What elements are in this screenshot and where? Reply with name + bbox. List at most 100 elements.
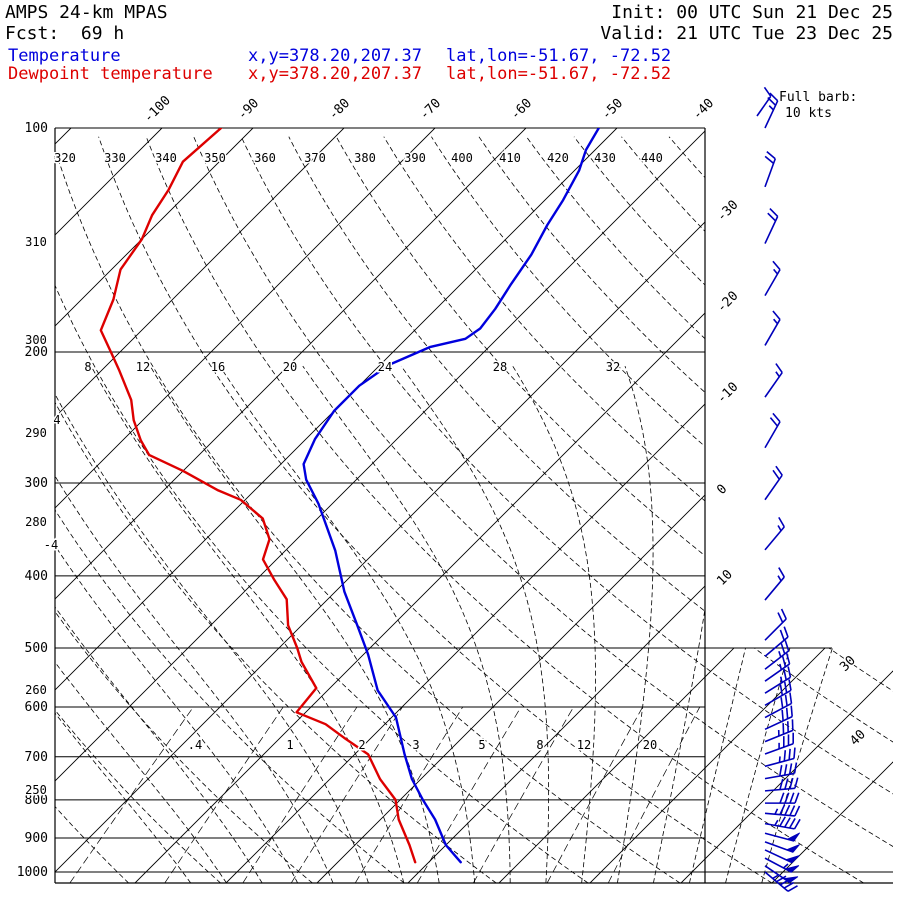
temperature-trace (302, 128, 600, 864)
wind-barb (765, 792, 800, 804)
svg-text:380: 380 (354, 151, 376, 165)
svg-text:1000: 1000 (17, 865, 48, 880)
svg-text:350: 350 (204, 151, 226, 165)
svg-text:-100: -100 (141, 93, 174, 126)
wind-barb (764, 804, 801, 817)
wind-barb (764, 567, 785, 601)
svg-text:430: 430 (594, 151, 616, 165)
svg-text:200: 200 (25, 345, 48, 360)
wind-barb (764, 832, 801, 842)
svg-text:-20: -20 (714, 289, 741, 316)
wind-barb (764, 666, 792, 694)
forecast-hour: Fcst: 69 h (5, 23, 125, 44)
svg-text:1: 1 (286, 738, 293, 752)
svg-text:320: 320 (54, 151, 76, 165)
wind-barb (764, 640, 790, 670)
svg-text:500: 500 (25, 641, 48, 656)
svg-text:-50: -50 (599, 96, 626, 123)
wind-barb (764, 92, 779, 129)
wind-barb (764, 151, 777, 188)
wind-barb (764, 762, 798, 780)
wind-barb-column (756, 86, 801, 892)
svg-text:290: 290 (25, 426, 47, 440)
svg-text:-70: -70 (417, 96, 444, 123)
wind-barb (756, 86, 772, 117)
svg-text:-90: -90 (235, 96, 262, 123)
svg-text:10: 10 (714, 567, 736, 589)
temperature-xy: x,y=378.20,207.37 (248, 46, 422, 66)
wind-barb (764, 777, 799, 792)
svg-text:-40: -40 (690, 96, 717, 123)
wind-barb (764, 816, 801, 830)
svg-text:5: 5 (478, 738, 485, 752)
barb-legend-title: Full barb: (779, 90, 858, 105)
svg-text:-10: -10 (714, 380, 741, 407)
wind-barb (764, 412, 781, 449)
svg-text:0: 0 (714, 482, 730, 498)
background-grid (55, 128, 893, 883)
svg-text:3: 3 (412, 738, 419, 752)
svg-text:340: 340 (155, 151, 177, 165)
svg-text:330: 330 (104, 151, 126, 165)
svg-text:250: 250 (25, 783, 47, 797)
pressure-lines (54, 127, 893, 884)
dewpoint-xy: x,y=378.20,207.37 (248, 64, 422, 84)
wind-barb (764, 871, 798, 892)
svg-text:20: 20 (643, 738, 657, 752)
svg-text:8: 8 (84, 360, 91, 374)
svg-text:.4: .4 (188, 738, 202, 752)
init-time: Init: 00 UTC Sun 21 Dec 25 (611, 2, 893, 23)
svg-text:2: 2 (358, 738, 365, 752)
svg-text:-30: -30 (714, 198, 741, 225)
svg-text:300: 300 (25, 333, 47, 347)
dewpoint-latlon: lat,lon=-51.67, -72.52 (446, 64, 672, 84)
wind-barb (764, 608, 787, 641)
svg-text:400: 400 (451, 151, 473, 165)
svg-text:8: 8 (536, 738, 543, 752)
svg-text:100: 100 (25, 121, 48, 136)
svg-text:280: 280 (25, 515, 47, 529)
wind-barb (764, 465, 783, 501)
wind-barb (764, 679, 792, 707)
wind-barb (764, 310, 781, 346)
model-name: AMPS 24-km MPAS (5, 2, 168, 23)
svg-text:-4: -4 (44, 538, 58, 552)
svg-text:40: 40 (847, 727, 869, 749)
valid-time: Valid: 21 UTC Tue 23 Dec 25 (600, 23, 893, 44)
svg-text:-80: -80 (326, 96, 353, 123)
svg-text:12: 12 (577, 738, 591, 752)
wind-barb (764, 857, 800, 873)
sounding-traces (99, 128, 600, 864)
svg-text:16: 16 (211, 360, 225, 374)
svg-text:360: 360 (254, 151, 276, 165)
svg-text:32: 32 (606, 360, 620, 374)
wind-barb (764, 849, 800, 864)
svg-text:24: 24 (378, 360, 392, 374)
svg-text:440: 440 (641, 151, 663, 165)
wind-barb (764, 653, 791, 682)
wind-barb (764, 705, 793, 731)
svg-text:370: 370 (304, 151, 326, 165)
wind-barb (764, 363, 783, 398)
wind-barb (764, 260, 781, 297)
wind-barb (764, 208, 779, 244)
wind-barb (764, 841, 800, 853)
svg-text:260: 260 (25, 683, 47, 697)
svg-text:-60: -60 (508, 96, 535, 123)
svg-text:800: 800 (25, 793, 48, 808)
svg-text:410: 410 (499, 151, 521, 165)
temperature-legend-label: Temperature (8, 46, 121, 66)
svg-text:400: 400 (25, 569, 48, 584)
svg-text:310: 310 (25, 235, 47, 249)
svg-text:300: 300 (25, 476, 48, 491)
svg-text:600: 600 (25, 700, 48, 715)
temperature-latlon: lat,lon=-51.67, -72.52 (446, 46, 672, 66)
svg-text:28: 28 (493, 360, 507, 374)
dewpoint-legend-label: Dewpoint temperature (8, 64, 213, 84)
wind-barb (764, 732, 794, 755)
svg-text:420: 420 (547, 151, 569, 165)
wind-barb (764, 692, 793, 719)
svg-text:12: 12 (136, 360, 150, 374)
wind-barb (764, 626, 789, 657)
svg-text:20: 20 (283, 360, 297, 374)
